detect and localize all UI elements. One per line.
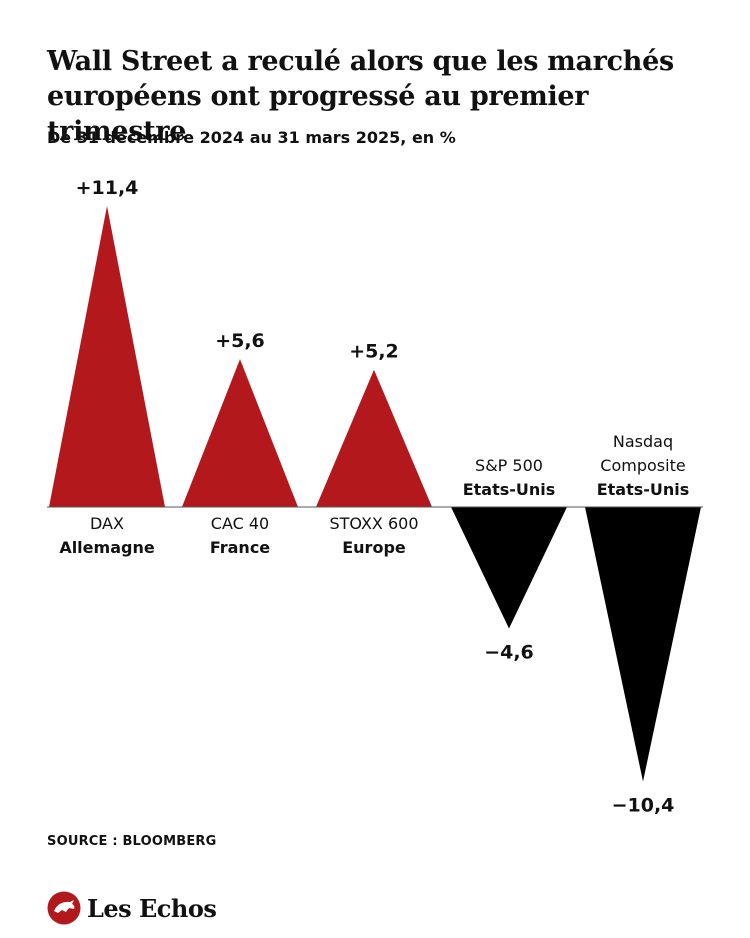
brand-name: Les Echos bbox=[87, 893, 217, 923]
region-label-3: Europe bbox=[342, 538, 406, 557]
value-label-2: +5,6 bbox=[215, 330, 265, 352]
chart-title-line-2: européens ont progressé au premier trime… bbox=[47, 81, 589, 147]
brand: Les Echos bbox=[47, 890, 217, 926]
bar-2 bbox=[182, 359, 298, 507]
region-label-1: Allemagne bbox=[59, 538, 155, 557]
category-label-1: DAX bbox=[90, 514, 124, 533]
value-label-1: +11,4 bbox=[76, 177, 139, 199]
category-label-4: S&P 500 bbox=[475, 456, 543, 475]
region-label-5: Etats-Unis bbox=[597, 480, 690, 499]
chart-subtitle: De 31 décembre 2024 au 31 mars 2025, en … bbox=[47, 128, 456, 147]
value-label-3: +5,2 bbox=[349, 341, 399, 363]
chart-title: Wall Street a reculé alors que les march… bbox=[47, 44, 727, 149]
category-label-5-line-2: Composite bbox=[600, 456, 685, 475]
bar-4 bbox=[451, 507, 567, 629]
source-note: SOURCE : BLOOMBERG bbox=[47, 834, 217, 849]
value-label-4: −4,6 bbox=[484, 641, 534, 663]
region-label-4: Etats-Unis bbox=[463, 480, 556, 499]
value-label-5: −10,4 bbox=[612, 795, 675, 817]
bar-1 bbox=[49, 206, 165, 508]
bar-5 bbox=[585, 507, 701, 782]
les-echos-logo-icon bbox=[47, 891, 81, 925]
category-label-5-line-1: Nasdaq bbox=[613, 432, 673, 451]
category-label-3: STOXX 600 bbox=[329, 514, 418, 533]
region-label-2: France bbox=[210, 538, 270, 557]
bar-3 bbox=[316, 369, 432, 507]
chart-title-line-1: Wall Street a reculé alors que les march… bbox=[47, 46, 674, 77]
category-label-2: CAC 40 bbox=[211, 514, 269, 533]
